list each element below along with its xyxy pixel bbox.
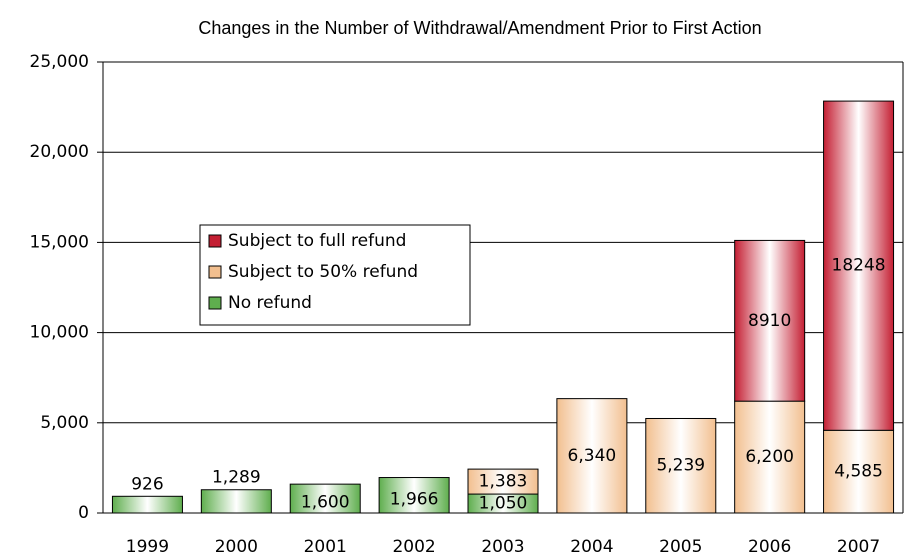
data-label: 1,383 bbox=[479, 472, 528, 492]
data-label: 6,340 bbox=[568, 446, 617, 466]
data-label: 4,585 bbox=[834, 462, 883, 482]
x-tick-label: 2001 bbox=[304, 537, 347, 557]
legend-label: Subject to full refund bbox=[228, 231, 406, 251]
bar-segment bbox=[289, 483, 361, 514]
legend-label: No refund bbox=[228, 293, 312, 313]
data-label: 6,200 bbox=[745, 447, 794, 467]
data-label: 5,239 bbox=[656, 456, 705, 476]
x-tick-label: 2002 bbox=[392, 537, 435, 557]
y-tick-label: 10,000 bbox=[30, 323, 89, 343]
data-label: 1,050 bbox=[479, 494, 528, 514]
legend-swatch bbox=[208, 296, 222, 310]
bar-segment bbox=[823, 100, 895, 431]
chart-title: Changes in the Number of Withdrawal/Amen… bbox=[198, 18, 761, 38]
legend-swatch bbox=[208, 234, 222, 248]
data-label: 1,600 bbox=[301, 493, 350, 513]
bar-segment bbox=[734, 400, 806, 514]
data-label: 1,289 bbox=[212, 468, 261, 488]
y-tick-label: 5,000 bbox=[40, 413, 89, 433]
legend-label: Subject to 50% refund bbox=[228, 262, 418, 282]
x-tick-label: 2003 bbox=[481, 537, 524, 557]
data-label: 926 bbox=[131, 474, 163, 494]
x-tick-label: 2007 bbox=[837, 537, 880, 557]
y-tick-label: 25,000 bbox=[30, 52, 89, 72]
bar-segment bbox=[734, 239, 806, 402]
bar-segment bbox=[200, 489, 272, 514]
bar-segment bbox=[556, 398, 628, 514]
data-label: 18248 bbox=[832, 256, 886, 276]
bar-segment bbox=[467, 468, 539, 495]
data-label: 1,966 bbox=[390, 489, 439, 509]
y-tick-label: 15,000 bbox=[30, 232, 89, 252]
bar-segment bbox=[111, 495, 183, 514]
x-tick-label: 2004 bbox=[570, 537, 613, 557]
bar-segment bbox=[823, 429, 895, 514]
y-tick-label: 20,000 bbox=[30, 142, 89, 162]
x-tick-label: 2000 bbox=[215, 537, 258, 557]
x-tick-label: 2006 bbox=[748, 537, 791, 557]
bar-segment bbox=[378, 477, 450, 514]
x-tick-label: 1999 bbox=[126, 537, 169, 557]
x-tick-label: 2005 bbox=[659, 537, 702, 557]
legend-box bbox=[199, 224, 471, 326]
legend-swatch bbox=[208, 265, 222, 279]
y-tick-label: 0 bbox=[78, 503, 89, 523]
bar-segment bbox=[645, 417, 717, 514]
data-label: 8910 bbox=[748, 311, 791, 331]
